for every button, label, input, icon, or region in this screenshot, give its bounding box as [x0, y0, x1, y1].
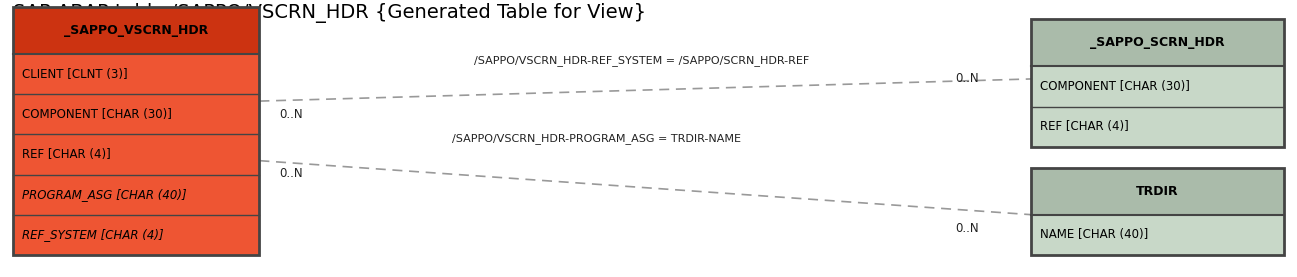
FancyBboxPatch shape	[1031, 19, 1284, 66]
Text: _SAPPO_VSCRN_HDR: _SAPPO_VSCRN_HDR	[64, 24, 209, 37]
FancyBboxPatch shape	[1031, 168, 1284, 215]
Text: /SAPPO/VSCRN_HDR-REF_SYSTEM = /SAPPO/SCRN_HDR-REF: /SAPPO/VSCRN_HDR-REF_SYSTEM = /SAPPO/SCR…	[475, 55, 809, 66]
FancyBboxPatch shape	[13, 94, 259, 134]
FancyBboxPatch shape	[1031, 215, 1284, 255]
Text: 0..N: 0..N	[956, 222, 979, 235]
Text: REF [CHAR (4)]: REF [CHAR (4)]	[1040, 120, 1128, 133]
FancyBboxPatch shape	[13, 7, 259, 54]
Text: REF_SYSTEM [CHAR (4)]: REF_SYSTEM [CHAR (4)]	[22, 228, 163, 241]
Text: 0..N: 0..N	[279, 109, 302, 121]
Text: SAP ABAP table /SAPPO/VSCRN_HDR {Generated Table for View}: SAP ABAP table /SAPPO/VSCRN_HDR {Generat…	[13, 3, 646, 23]
FancyBboxPatch shape	[1031, 66, 1284, 107]
FancyBboxPatch shape	[13, 215, 259, 255]
Text: COMPONENT [CHAR (30)]: COMPONENT [CHAR (30)]	[1040, 80, 1191, 93]
Text: NAME [CHAR (40)]: NAME [CHAR (40)]	[1040, 228, 1148, 241]
Text: REF [CHAR (4)]: REF [CHAR (4)]	[22, 148, 110, 161]
Text: 0..N: 0..N	[279, 167, 302, 179]
FancyBboxPatch shape	[13, 54, 259, 94]
FancyBboxPatch shape	[13, 134, 259, 175]
Text: _SAPPO_SCRN_HDR: _SAPPO_SCRN_HDR	[1091, 37, 1224, 49]
Text: CLIENT [CLNT (3)]: CLIENT [CLNT (3)]	[22, 68, 127, 81]
Text: /SAPPO/VSCRN_HDR-PROGRAM_ASG = TRDIR-NAME: /SAPPO/VSCRN_HDR-PROGRAM_ASG = TRDIR-NAM…	[453, 133, 741, 144]
FancyBboxPatch shape	[13, 175, 259, 215]
FancyBboxPatch shape	[1031, 107, 1284, 147]
Text: TRDIR: TRDIR	[1136, 185, 1179, 198]
Text: PROGRAM_ASG [CHAR (40)]: PROGRAM_ASG [CHAR (40)]	[22, 188, 187, 201]
Text: COMPONENT [CHAR (30)]: COMPONENT [CHAR (30)]	[22, 108, 173, 121]
Text: 0..N: 0..N	[956, 73, 979, 85]
